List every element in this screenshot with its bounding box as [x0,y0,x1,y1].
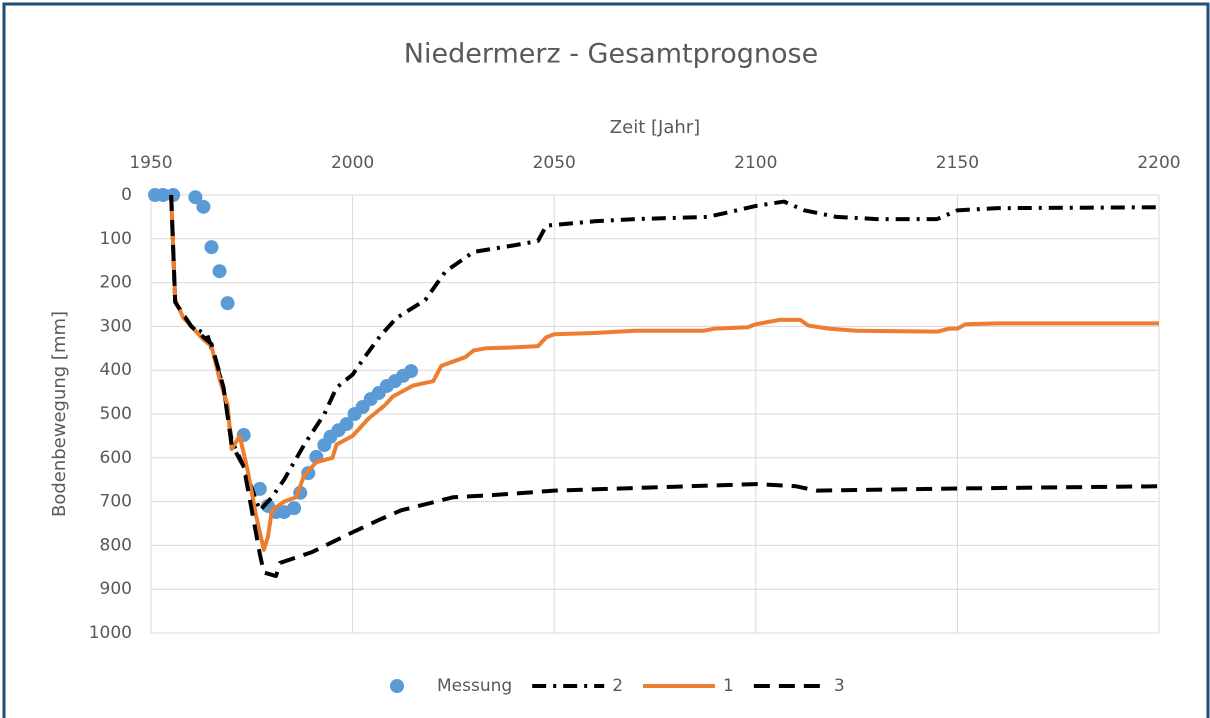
data-point [252,481,267,496]
data-point [196,199,211,214]
data-point [212,264,227,279]
y-tick-label: 300 [100,316,132,336]
legend-label: 1 [723,676,734,696]
y-tick-label: 200 [100,273,132,293]
legend-marker [390,679,404,693]
data-point [204,240,219,255]
data-point [287,501,302,516]
x-tick-label: 1950 [129,153,172,173]
data-point [188,190,203,205]
y-tick-label: 500 [100,404,132,424]
series-line [169,194,1160,579]
legend-label: 2 [612,676,623,696]
data-point [220,296,235,311]
x-axis-label: Zeit [Jahr] [610,117,700,138]
y-tick-label: 900 [100,579,132,599]
x-tick-label: 2100 [734,153,777,173]
y-tick-label: 100 [100,229,132,249]
series-line [169,194,1159,552]
legend-label: 3 [834,676,845,696]
y-tick-label: 600 [100,448,132,468]
x-tick-label: 2200 [1137,153,1180,173]
y-tick-label: 0 [121,185,132,205]
y-tick-label: 700 [100,492,132,512]
data-point [339,417,354,432]
data-point [156,188,171,202]
y-axis-label: Bodenbewegung [mm] [49,311,70,517]
x-tick-label: 2000 [331,153,374,173]
x-tick-label: 2150 [936,153,979,173]
chart-title: Niedermerz - Gesamtprognose [404,39,818,70]
data-point [404,364,419,379]
y-tick-label: 400 [100,360,132,380]
legend-label: Messung [437,676,512,696]
y-tick-label: 1000 [89,623,132,643]
x-tick-label: 2050 [533,153,576,173]
y-tick-label: 800 [100,535,132,555]
